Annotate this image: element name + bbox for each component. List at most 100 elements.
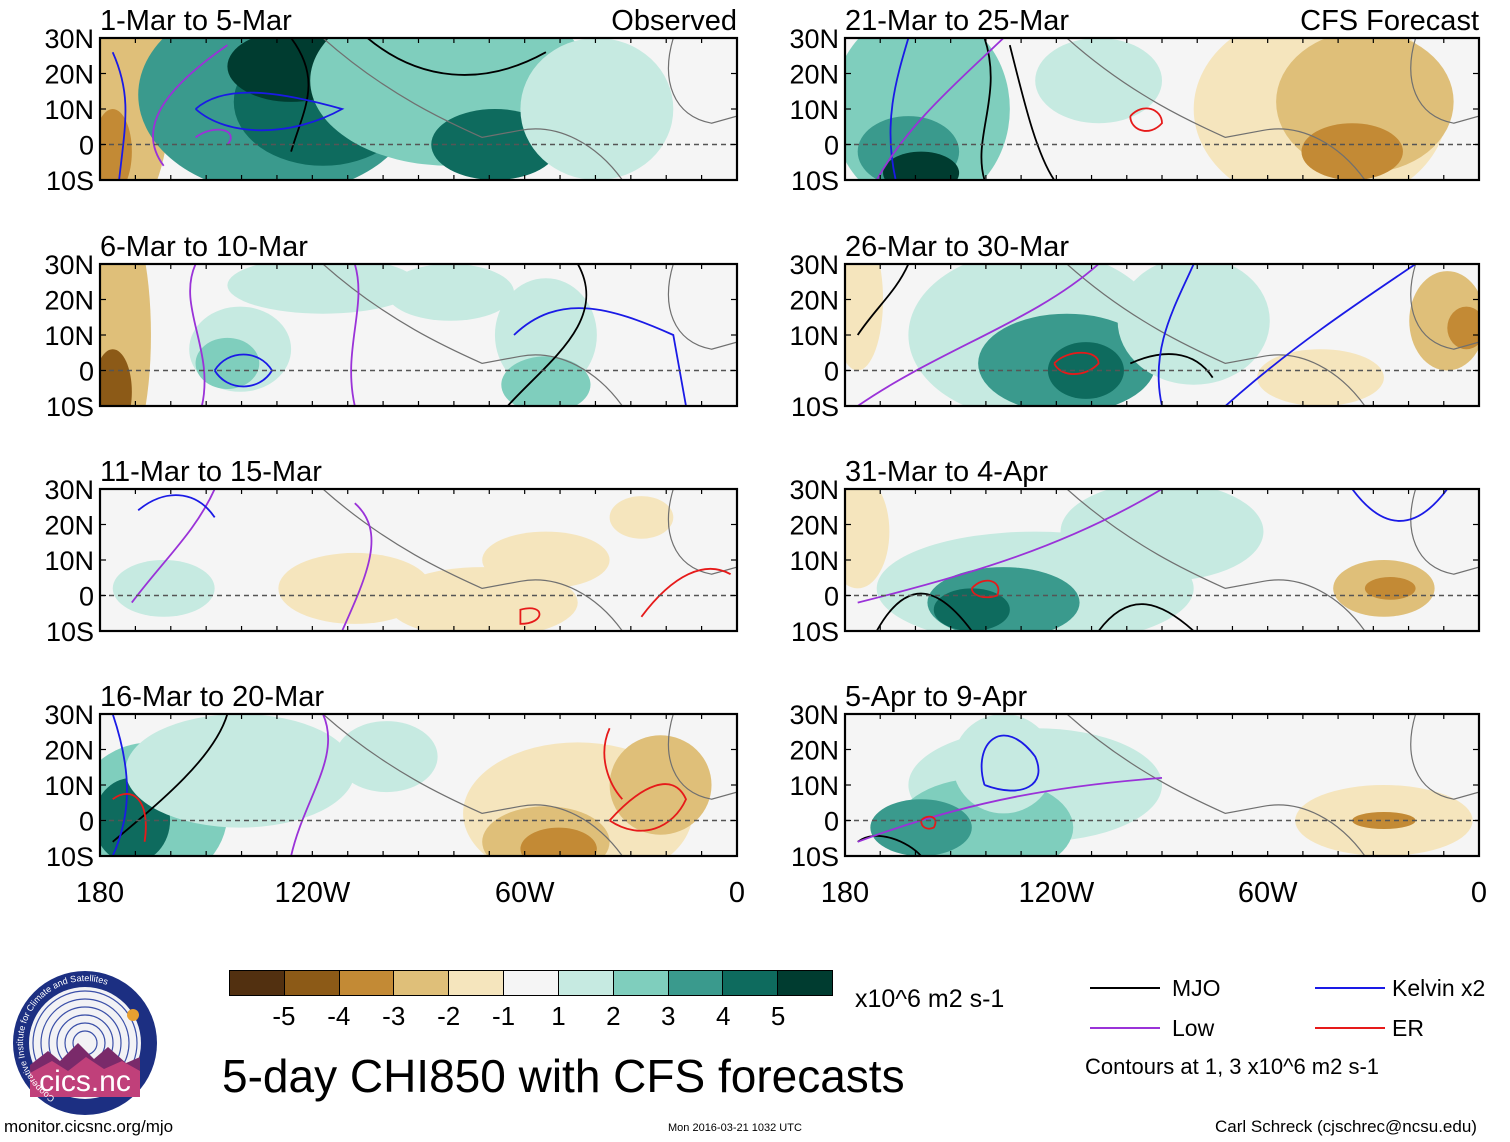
colorbar-label: -4 [327, 1001, 351, 1031]
colorbar-label: -1 [491, 1001, 516, 1031]
lat-label: 0 [824, 582, 839, 612]
low-contour [152, 44, 228, 167]
lat-label: 30N [44, 24, 94, 54]
anomaly-shading [501, 356, 591, 406]
panel-source-tag: CFS Forecast [1300, 5, 1479, 37]
lat-label: 0 [824, 131, 839, 161]
lat-label: 10N [789, 321, 839, 351]
lat-label: 20N [44, 511, 94, 541]
low-contour [857, 489, 1163, 604]
main-title: 5-day CHI850 with CFS forecasts [222, 1050, 905, 1102]
er-contour [1129, 107, 1163, 132]
lat-label: 10S [46, 842, 94, 872]
colorbar-swatch [668, 971, 724, 995]
lat-label: 30N [789, 475, 839, 505]
lon-label: 180 [821, 877, 869, 909]
coastline [667, 264, 737, 350]
contour-legend: MJO Kelvin x2 Low ER Contours at 1, 3 x1… [1085, 972, 1505, 1092]
mjo-contour [112, 714, 229, 843]
anomaly-shading [1060, 489, 1264, 582]
lat-label: 10N [44, 546, 94, 576]
kel-contour [111, 51, 127, 180]
panel-period-title: 16-Mar to 20-Mar [100, 681, 324, 713]
panel-period-title: 21-Mar to 25-Mar [845, 5, 1069, 37]
lat-label: 10S [46, 617, 94, 647]
coastline [322, 264, 623, 406]
colorbar-swatch [339, 971, 395, 995]
panel-period-title: 26-Mar to 30-Mar [845, 231, 1069, 263]
coastline [322, 38, 623, 180]
colorbar-swatch [558, 971, 614, 995]
kel-contour [1224, 264, 1417, 406]
lat-label: 20N [789, 60, 839, 90]
colorbar-label: -3 [382, 1001, 406, 1031]
anomaly-shading [933, 588, 1010, 631]
lat-label: 10S [791, 842, 839, 872]
anomaly-shading [1364, 577, 1416, 600]
legend-mjo-line [1090, 987, 1160, 989]
lat-label: 10S [791, 617, 839, 647]
panel-period-title: 1-Mar to 5-Mar [100, 5, 292, 37]
anomaly-shading [386, 264, 515, 321]
anomaly-shading [845, 489, 890, 589]
anomaly-shading [520, 38, 674, 180]
lat-label: 0 [824, 807, 839, 837]
footer-url: monitor.cicsnc.org/mjo [4, 1117, 174, 1136]
lon-label: 60W [495, 877, 555, 909]
lon-label: 0 [729, 877, 745, 909]
er-contour [640, 568, 732, 618]
coastline [667, 489, 737, 575]
kel-contour [889, 38, 910, 180]
anomaly-shading [952, 714, 1055, 814]
low-contour [341, 502, 373, 631]
kel-contour [1157, 264, 1195, 406]
legend-kelvin-line [1315, 987, 1385, 989]
coastline [1410, 714, 1479, 800]
colorbar-swatch [613, 971, 669, 995]
anomaly-shading [1301, 123, 1403, 180]
lat-label: 10N [789, 771, 839, 801]
anomaly-shading [870, 799, 972, 856]
anomaly-shading [845, 264, 884, 371]
lat-label: 20N [789, 736, 839, 766]
mjo-contour [1097, 603, 1195, 631]
coastline [1066, 489, 1366, 631]
lon-label: 120W [274, 877, 350, 909]
anomaly-shading [100, 349, 132, 406]
low-contour [857, 264, 1100, 406]
er-contour [920, 815, 937, 830]
coastline [322, 489, 623, 631]
kel-contour [513, 307, 687, 406]
footer-timestamp: Mon 2016-03-21 1032 UTC [668, 1122, 802, 1134]
lon-label: 180 [76, 877, 124, 909]
anomaly-shading [609, 496, 674, 539]
colorbar-swatch [778, 971, 832, 995]
colorbar-label: -5 [272, 1001, 296, 1031]
anomaly-shading [1352, 811, 1416, 830]
er-contour [112, 793, 147, 842]
mjo-contour [1008, 44, 1055, 180]
colorbar-swatch [394, 971, 450, 995]
panel-period-title: 5-Apr to 9-Apr [845, 681, 1027, 713]
anomaly-shading [482, 531, 610, 589]
colorbar-label: 1 [551, 1001, 566, 1031]
low-contour [857, 777, 1163, 843]
colorbar-label: 3 [661, 1001, 676, 1031]
legend-kelvin-label: Kelvin x2 [1392, 975, 1486, 1001]
colorbar-units: x10^6 m2 s-1 [855, 985, 1005, 1013]
coastline [322, 714, 623, 856]
colorbar-label: 5 [770, 1001, 786, 1031]
lat-label: 30N [44, 475, 94, 505]
lat-label: 20N [44, 286, 94, 316]
kel-contour [111, 714, 128, 856]
kel-contour [195, 91, 345, 132]
anomaly-shading [1257, 349, 1384, 406]
lat-label: 0 [824, 357, 839, 387]
anomaly-shading [112, 560, 215, 617]
kel-contour [137, 494, 216, 518]
mjo-contour [857, 835, 922, 856]
